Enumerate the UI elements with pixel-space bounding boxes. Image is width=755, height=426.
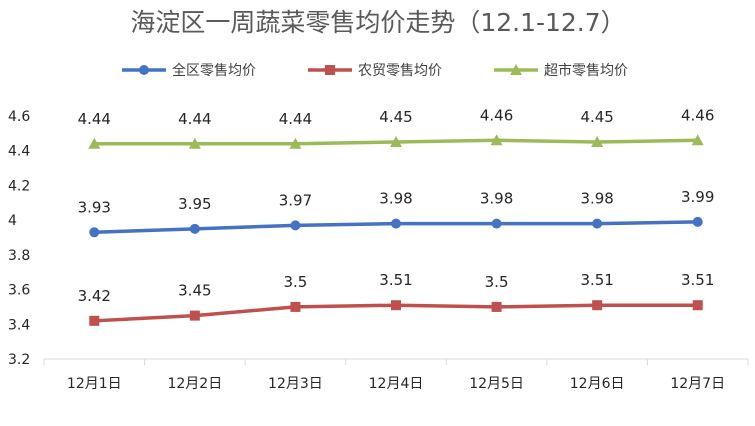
y-tick-label: 4.4: [8, 144, 30, 160]
y-tick-label: 4.6: [8, 109, 30, 125]
data-point: [692, 300, 703, 311]
x-tick-label: 12月5日: [469, 376, 524, 392]
data-label: 3.5: [283, 273, 307, 291]
y-tick-label: 3.6: [8, 283, 30, 299]
data-point: [88, 137, 101, 149]
legend: 全区零售均价 农贸零售均价 超市零售均价: [122, 62, 628, 79]
axes: 12月1日 12月2日 12月3日 12月4日 12月5日 12月6日 12月7日 3.2 3.…: [8, 109, 749, 392]
data-label: 4.44: [78, 110, 111, 128]
data-point: [491, 218, 502, 229]
series-1: 3.42 3.45 3.5 3.51 3.5 3.51 3.51: [78, 271, 714, 326]
data-point: [490, 134, 503, 146]
data-label: 3.95: [178, 195, 211, 213]
series-0: 3.93 3.95 3.97 3.98 3.98 3.98 3.99: [78, 188, 714, 238]
y-tick-label: 3.4: [8, 317, 30, 333]
plot-area: 3.93 3.95 3.97 3.98 3.98 3.98 3.993.42 3.45 3.5 3…: [78, 106, 714, 326]
data-label: 4.45: [580, 108, 613, 126]
chart-title: 海淀区一周蔬菜零售均价走势（12.1-12.7）: [130, 8, 625, 37]
data-label: 3.42: [78, 287, 111, 305]
data-point: [391, 218, 401, 229]
data-label: 3.51: [580, 271, 613, 289]
data-label: 3.51: [681, 271, 714, 289]
legend-item: 农贸零售均价: [308, 63, 442, 79]
data-label: 3.98: [379, 190, 412, 208]
legend-label: 农贸零售均价: [358, 63, 442, 79]
x-tick-label: 12月6日: [570, 376, 625, 392]
legend-label: 全区零售均价: [172, 62, 256, 79]
data-label: 3.5: [485, 273, 509, 291]
data-point: [692, 216, 703, 227]
data-point: [89, 227, 100, 238]
data-point: [139, 65, 149, 75]
data-label: 3.51: [379, 271, 412, 289]
data-label: 4.45: [379, 108, 412, 126]
legend-item: 全区零售均价: [122, 62, 256, 79]
legend-label: 超市零售均价: [544, 62, 628, 79]
data-label: 4.46: [681, 106, 714, 124]
data-label: 3.98: [480, 190, 513, 208]
data-point: [390, 136, 402, 148]
data-point: [691, 134, 704, 146]
data-point: [510, 64, 522, 75]
data-point: [189, 310, 200, 321]
data-label: 3.97: [279, 191, 312, 209]
data-label: 3.98: [580, 190, 613, 208]
data-label: 3.45: [178, 282, 211, 300]
data-point: [189, 223, 200, 234]
y-tick-label: 4.2: [8, 178, 30, 194]
data-point: [592, 300, 603, 311]
x-tick-label: 12月1日: [67, 376, 122, 392]
data-point: [188, 137, 201, 149]
y-tick-label: 3.8: [8, 248, 30, 264]
data-label: 3.93: [78, 198, 111, 216]
data-point: [391, 300, 401, 311]
data-label: 4.46: [480, 106, 513, 124]
data-point: [89, 315, 100, 326]
legend-item: 超市零售均价: [494, 62, 628, 79]
series-2: 4.44 4.44 4.44 4.45 4.46 4.45 4.46: [78, 106, 714, 149]
data-point: [325, 65, 335, 75]
y-tick-label: 3.2: [8, 352, 30, 368]
x-tick-label: 12月7日: [670, 376, 725, 392]
data-point: [290, 220, 301, 231]
x-tick-label: 12月4日: [369, 376, 424, 392]
data-label: 4.44: [279, 110, 312, 128]
data-point: [290, 301, 301, 312]
data-label: 4.44: [178, 110, 211, 128]
x-tick-label: 12月3日: [268, 376, 323, 392]
y-tick-label: 4: [8, 213, 17, 229]
data-label: 3.99: [681, 188, 714, 206]
x-tick-label: 12月2日: [167, 376, 222, 392]
data-point: [592, 218, 603, 229]
data-point: [289, 137, 302, 149]
data-point: [491, 301, 502, 312]
data-point: [591, 136, 604, 148]
